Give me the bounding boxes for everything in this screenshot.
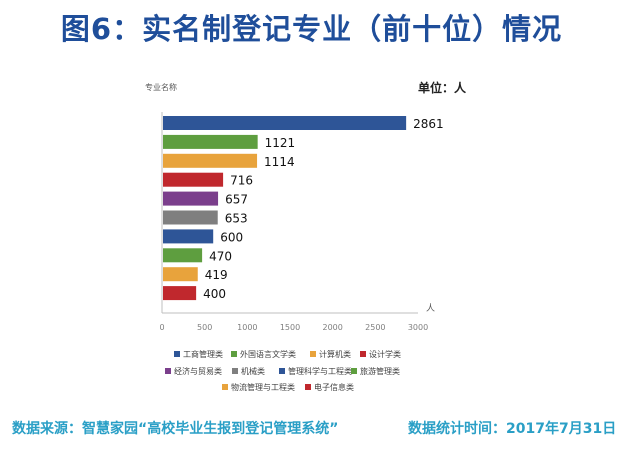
legend-swatch (222, 384, 228, 390)
x-tick-label: 1500 (280, 323, 300, 332)
x-ticks: 0 500 1000 1500 2000 2500 3000 (159, 323, 428, 332)
y-axis-title: 专业名称 (145, 82, 177, 92)
legend-label: 旅游管理类 (360, 366, 400, 376)
data-label: 470 (209, 249, 232, 263)
legend-swatch (279, 368, 285, 374)
data-label: 2861 (413, 117, 444, 131)
x-tick-label: 0 (159, 323, 164, 332)
bar (163, 248, 203, 263)
legend-label: 设计学类 (369, 349, 401, 359)
data-source: 数据来源：智慧家园“高校毕业生报到登记管理系统” (12, 421, 339, 437)
data-label: 653 (225, 212, 248, 226)
bar (163, 267, 198, 282)
data-label: 419 (205, 268, 228, 282)
x-tick-label: 2000 (322, 323, 342, 332)
legend-swatch (351, 368, 357, 374)
data-label: 400 (203, 287, 226, 301)
bar (163, 153, 258, 168)
bar (163, 116, 407, 130)
legend-swatch (174, 351, 180, 357)
data-labels: 2861 1121 1114 716 657 653 600 470 419 400 (203, 117, 444, 301)
legend-swatch (310, 351, 316, 357)
legend-label: 电子信息类 (314, 382, 354, 392)
legend-label: 计算机类 (319, 349, 351, 359)
x-tick-label: 1000 (237, 323, 257, 332)
chart-axes: 专业名称 单位：人 人 (145, 80, 467, 314)
data-label: 600 (220, 230, 243, 244)
legend-label: 管理科学与工程类 (288, 366, 352, 376)
legend-label: 外国语言文学类 (240, 349, 296, 359)
bar (163, 286, 197, 301)
data-label: 657 (225, 193, 248, 207)
bar (163, 229, 214, 244)
legend-label: 物流管理与工程类 (231, 382, 295, 392)
x-tick-label: 2500 (365, 323, 385, 332)
bar (163, 134, 258, 149)
unit-label: 单位：人 (418, 80, 467, 95)
legend-swatch (232, 368, 238, 374)
bars (163, 116, 407, 301)
slide-title: 图6：实名制登记专业（前十位）情况 (60, 12, 563, 46)
legend-swatch (360, 351, 366, 357)
data-label: 1114 (264, 155, 295, 169)
x-axis-title: 人 (426, 303, 435, 314)
data-label: 1121 (265, 136, 296, 150)
legend-label: 机械类 (241, 366, 265, 376)
legend-swatch (165, 368, 171, 374)
legend-swatch (305, 384, 311, 390)
x-tick-label: 500 (197, 323, 212, 332)
legend-label: 经济与贸易类 (174, 366, 222, 376)
footer: 数据来源：智慧家园“高校毕业生报到登记管理系统” 数据统计时间：2017年7月3… (0, 418, 623, 440)
legend-swatch (231, 351, 237, 357)
bar (163, 191, 219, 206)
bar (163, 172, 224, 187)
x-tick-label: 3000 (408, 323, 428, 332)
data-label: 716 (230, 174, 253, 188)
stat-time: 数据统计时间：2017年7月31日 (408, 421, 617, 437)
legend-label: 工商管理类 (183, 349, 223, 359)
bar (163, 210, 218, 225)
